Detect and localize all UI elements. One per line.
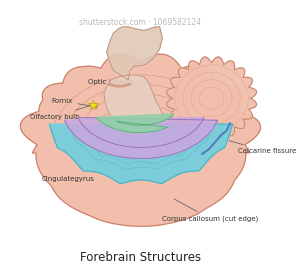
Polygon shape bbox=[167, 57, 257, 139]
Polygon shape bbox=[20, 54, 261, 226]
Polygon shape bbox=[96, 114, 174, 132]
Polygon shape bbox=[65, 117, 218, 158]
Polygon shape bbox=[107, 27, 162, 80]
Text: Cingulategyrus: Cingulategyrus bbox=[42, 172, 95, 182]
Polygon shape bbox=[104, 75, 169, 131]
Text: Olfactory bulb: Olfactory bulb bbox=[30, 106, 90, 120]
Text: shutterstock.com · 1069582124: shutterstock.com · 1069582124 bbox=[79, 18, 201, 27]
Text: Optic chiasm: Optic chiasm bbox=[88, 80, 134, 85]
Polygon shape bbox=[49, 124, 233, 184]
Text: Fornix: Fornix bbox=[51, 98, 98, 107]
Text: Corpus callosum (cut edge): Corpus callosum (cut edge) bbox=[162, 199, 259, 222]
Text: Forebrain Structures: Forebrain Structures bbox=[80, 251, 201, 264]
Text: Calcarine fissure: Calcarine fissure bbox=[229, 141, 296, 154]
